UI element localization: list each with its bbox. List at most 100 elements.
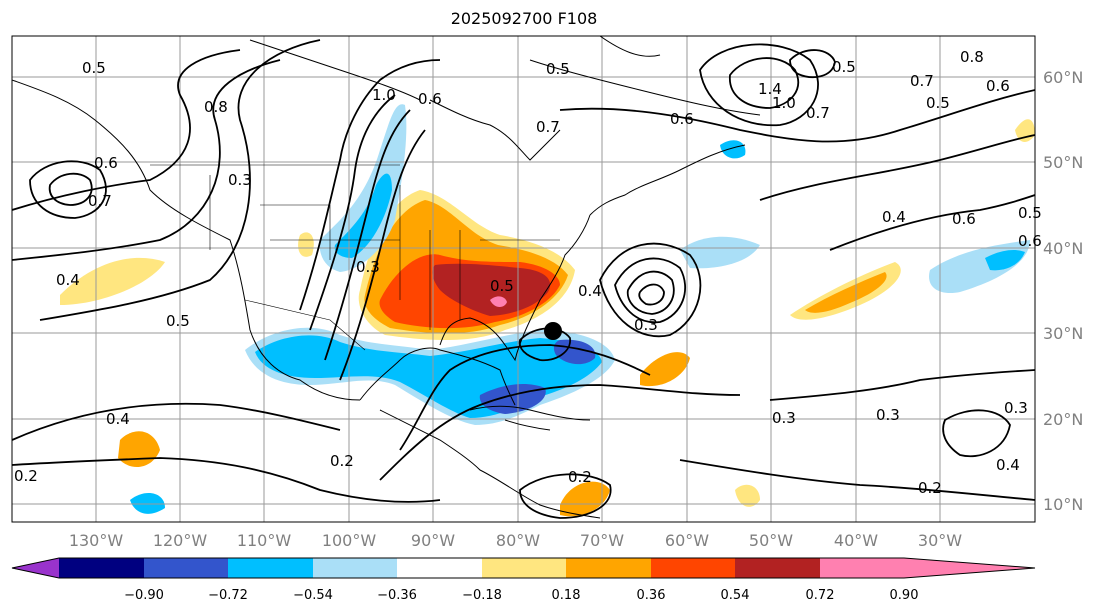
- colorbar-segment: [651, 558, 735, 578]
- contour-label: 0.4: [996, 456, 1020, 474]
- anomaly-atl-positive-2: [640, 352, 690, 387]
- contour-label: 0.3: [772, 409, 796, 427]
- contour-label: 0.5: [490, 277, 514, 295]
- colorbar-extend-low: [12, 558, 59, 578]
- colorbar-tick-label: 0.72: [806, 588, 835, 603]
- colorbar-tick-label: −0.36: [377, 588, 417, 603]
- contour-label: 0.2: [330, 452, 354, 470]
- shaded-anomalies: [60, 104, 1035, 517]
- colorbar-tick-label: 0.54: [721, 588, 750, 603]
- contour-label: 1.4: [758, 80, 782, 98]
- colorbar-tick-label: 0.18: [552, 588, 581, 603]
- contour-label: 0.2: [568, 468, 592, 486]
- contour-label: 0.2: [14, 467, 38, 485]
- contour-label: 0.6: [418, 90, 442, 108]
- colorbar-segment: [820, 558, 904, 578]
- lon-tick-label: 130°W: [69, 531, 124, 550]
- contour-label: 0.5: [926, 94, 950, 112]
- storm-center-marker: [544, 322, 562, 340]
- colorbar-extend-high: [904, 558, 1035, 578]
- colorbar-tick-label: −0.18: [462, 588, 502, 603]
- longitude-axis: 130°W 120°W 110°W 100°W 90°W 80°W 70°W 6…: [69, 531, 962, 550]
- colorbar-segment: [735, 558, 820, 578]
- anomaly-atl-negative-2-core: [985, 250, 1025, 271]
- colorbar-tick-label: −0.72: [208, 588, 248, 603]
- contour-label: 1.0: [772, 94, 796, 112]
- lon-tick-label: 30°W: [918, 531, 962, 550]
- contour-label: 0.6: [670, 110, 694, 128]
- colorbar-segment: [566, 558, 651, 578]
- contour-label: 0.7: [910, 72, 934, 90]
- lon-tick-label: 110°W: [237, 531, 292, 550]
- anomaly-sa-positive: [560, 481, 610, 517]
- contour-label: 0.4: [56, 271, 80, 289]
- anomaly-sa-positive-2: [735, 484, 760, 507]
- contour-labels: 0.5 0.8 1.0 0.6 0.5 0.7 0.6 0.8 0.7 1.4 …: [14, 48, 1042, 497]
- contour-label: 0.3: [356, 258, 380, 276]
- contour-label: 0.5: [1018, 204, 1042, 222]
- lon-tick-label: 90°W: [411, 531, 455, 550]
- colorbar-segment: [313, 558, 397, 578]
- colorbar-outline: [11, 557, 1036, 579]
- contour-label: 0.7: [88, 192, 112, 210]
- anomaly-pac-positive-2: [60, 257, 165, 305]
- contour-label: 0.3: [228, 171, 252, 189]
- contour-label: 0.5: [166, 312, 190, 330]
- lat-tick-label: 50°N: [1043, 153, 1083, 172]
- lon-tick-label: 60°W: [665, 531, 709, 550]
- map-frame: [11, 35, 1036, 523]
- plot-title: 2025092700 F108: [450, 9, 598, 28]
- contour-label: 0.8: [960, 48, 984, 66]
- contour-label: 0.4: [882, 208, 906, 226]
- latitude-axis: 60°N 50°N 40°N 30°N 20°N 10°N: [1043, 68, 1083, 514]
- anomaly-atl-positive-core: [805, 272, 887, 313]
- contour-label: 0.8: [204, 98, 228, 116]
- contour-label: 0.6: [1018, 232, 1042, 250]
- contour-label: 0.3: [876, 406, 900, 424]
- contour-label: 0.3: [1004, 399, 1028, 417]
- contour-label: 0.5: [546, 60, 570, 78]
- coastlines: [12, 36, 761, 519]
- anomaly-pac-negative: [130, 493, 165, 514]
- lon-tick-label: 80°W: [496, 531, 540, 550]
- graticule: [12, 36, 1035, 522]
- lat-tick-label: 20°N: [1043, 410, 1083, 429]
- colorbar-ticks: −0.90 −0.72 −0.54 −0.36 −0.18 0.18 0.36 …: [124, 588, 918, 603]
- colorbar-segment: [397, 558, 482, 578]
- contour-label: 1.0: [372, 86, 396, 104]
- lat-tick-label: 10°N: [1043, 495, 1083, 514]
- anomaly-positive-0.90: [490, 296, 507, 307]
- contour-label: 0.4: [106, 410, 130, 428]
- lat-tick-label: 30°N: [1043, 324, 1083, 343]
- colorbar-segment: [228, 558, 313, 578]
- political-borders: [150, 164, 560, 351]
- contour-label: 0.6: [986, 77, 1010, 95]
- colorbar-tick-label: −0.54: [293, 588, 333, 603]
- lat-tick-label: 40°N: [1043, 239, 1083, 258]
- contour-label: 0.2: [918, 479, 942, 497]
- lat-tick-label: 60°N: [1043, 68, 1083, 87]
- lon-tick-label: 120°W: [153, 531, 208, 550]
- lon-tick-label: 100°W: [322, 531, 377, 550]
- contour-label: 0.6: [952, 210, 976, 228]
- lon-tick-label: 50°W: [749, 531, 793, 550]
- anomaly-positive-0.72: [432, 263, 551, 316]
- contour-label: 0.5: [832, 58, 856, 76]
- contour-label: 0.5: [82, 59, 106, 77]
- colorbar-tick-label: 0.36: [637, 588, 666, 603]
- contour-label: 0.7: [536, 118, 560, 136]
- lon-tick-label: 70°W: [580, 531, 624, 550]
- anomaly-atl-negative: [680, 236, 760, 269]
- contour-label: 0.6: [94, 154, 118, 172]
- colorbar-segment: [482, 558, 566, 578]
- colorbar-tick-label: −0.90: [124, 588, 164, 603]
- contour-label: 0.7: [806, 104, 830, 122]
- colorbar-tick-label: 0.90: [890, 588, 919, 603]
- contour-label: 0.3: [634, 316, 658, 334]
- anomaly-nw-atl-negative: [720, 140, 746, 159]
- contour-label: 0.4: [578, 282, 602, 300]
- lon-tick-label: 40°W: [834, 531, 878, 550]
- colorbar-segment: [59, 558, 144, 578]
- anomaly-west-positive: [298, 232, 314, 257]
